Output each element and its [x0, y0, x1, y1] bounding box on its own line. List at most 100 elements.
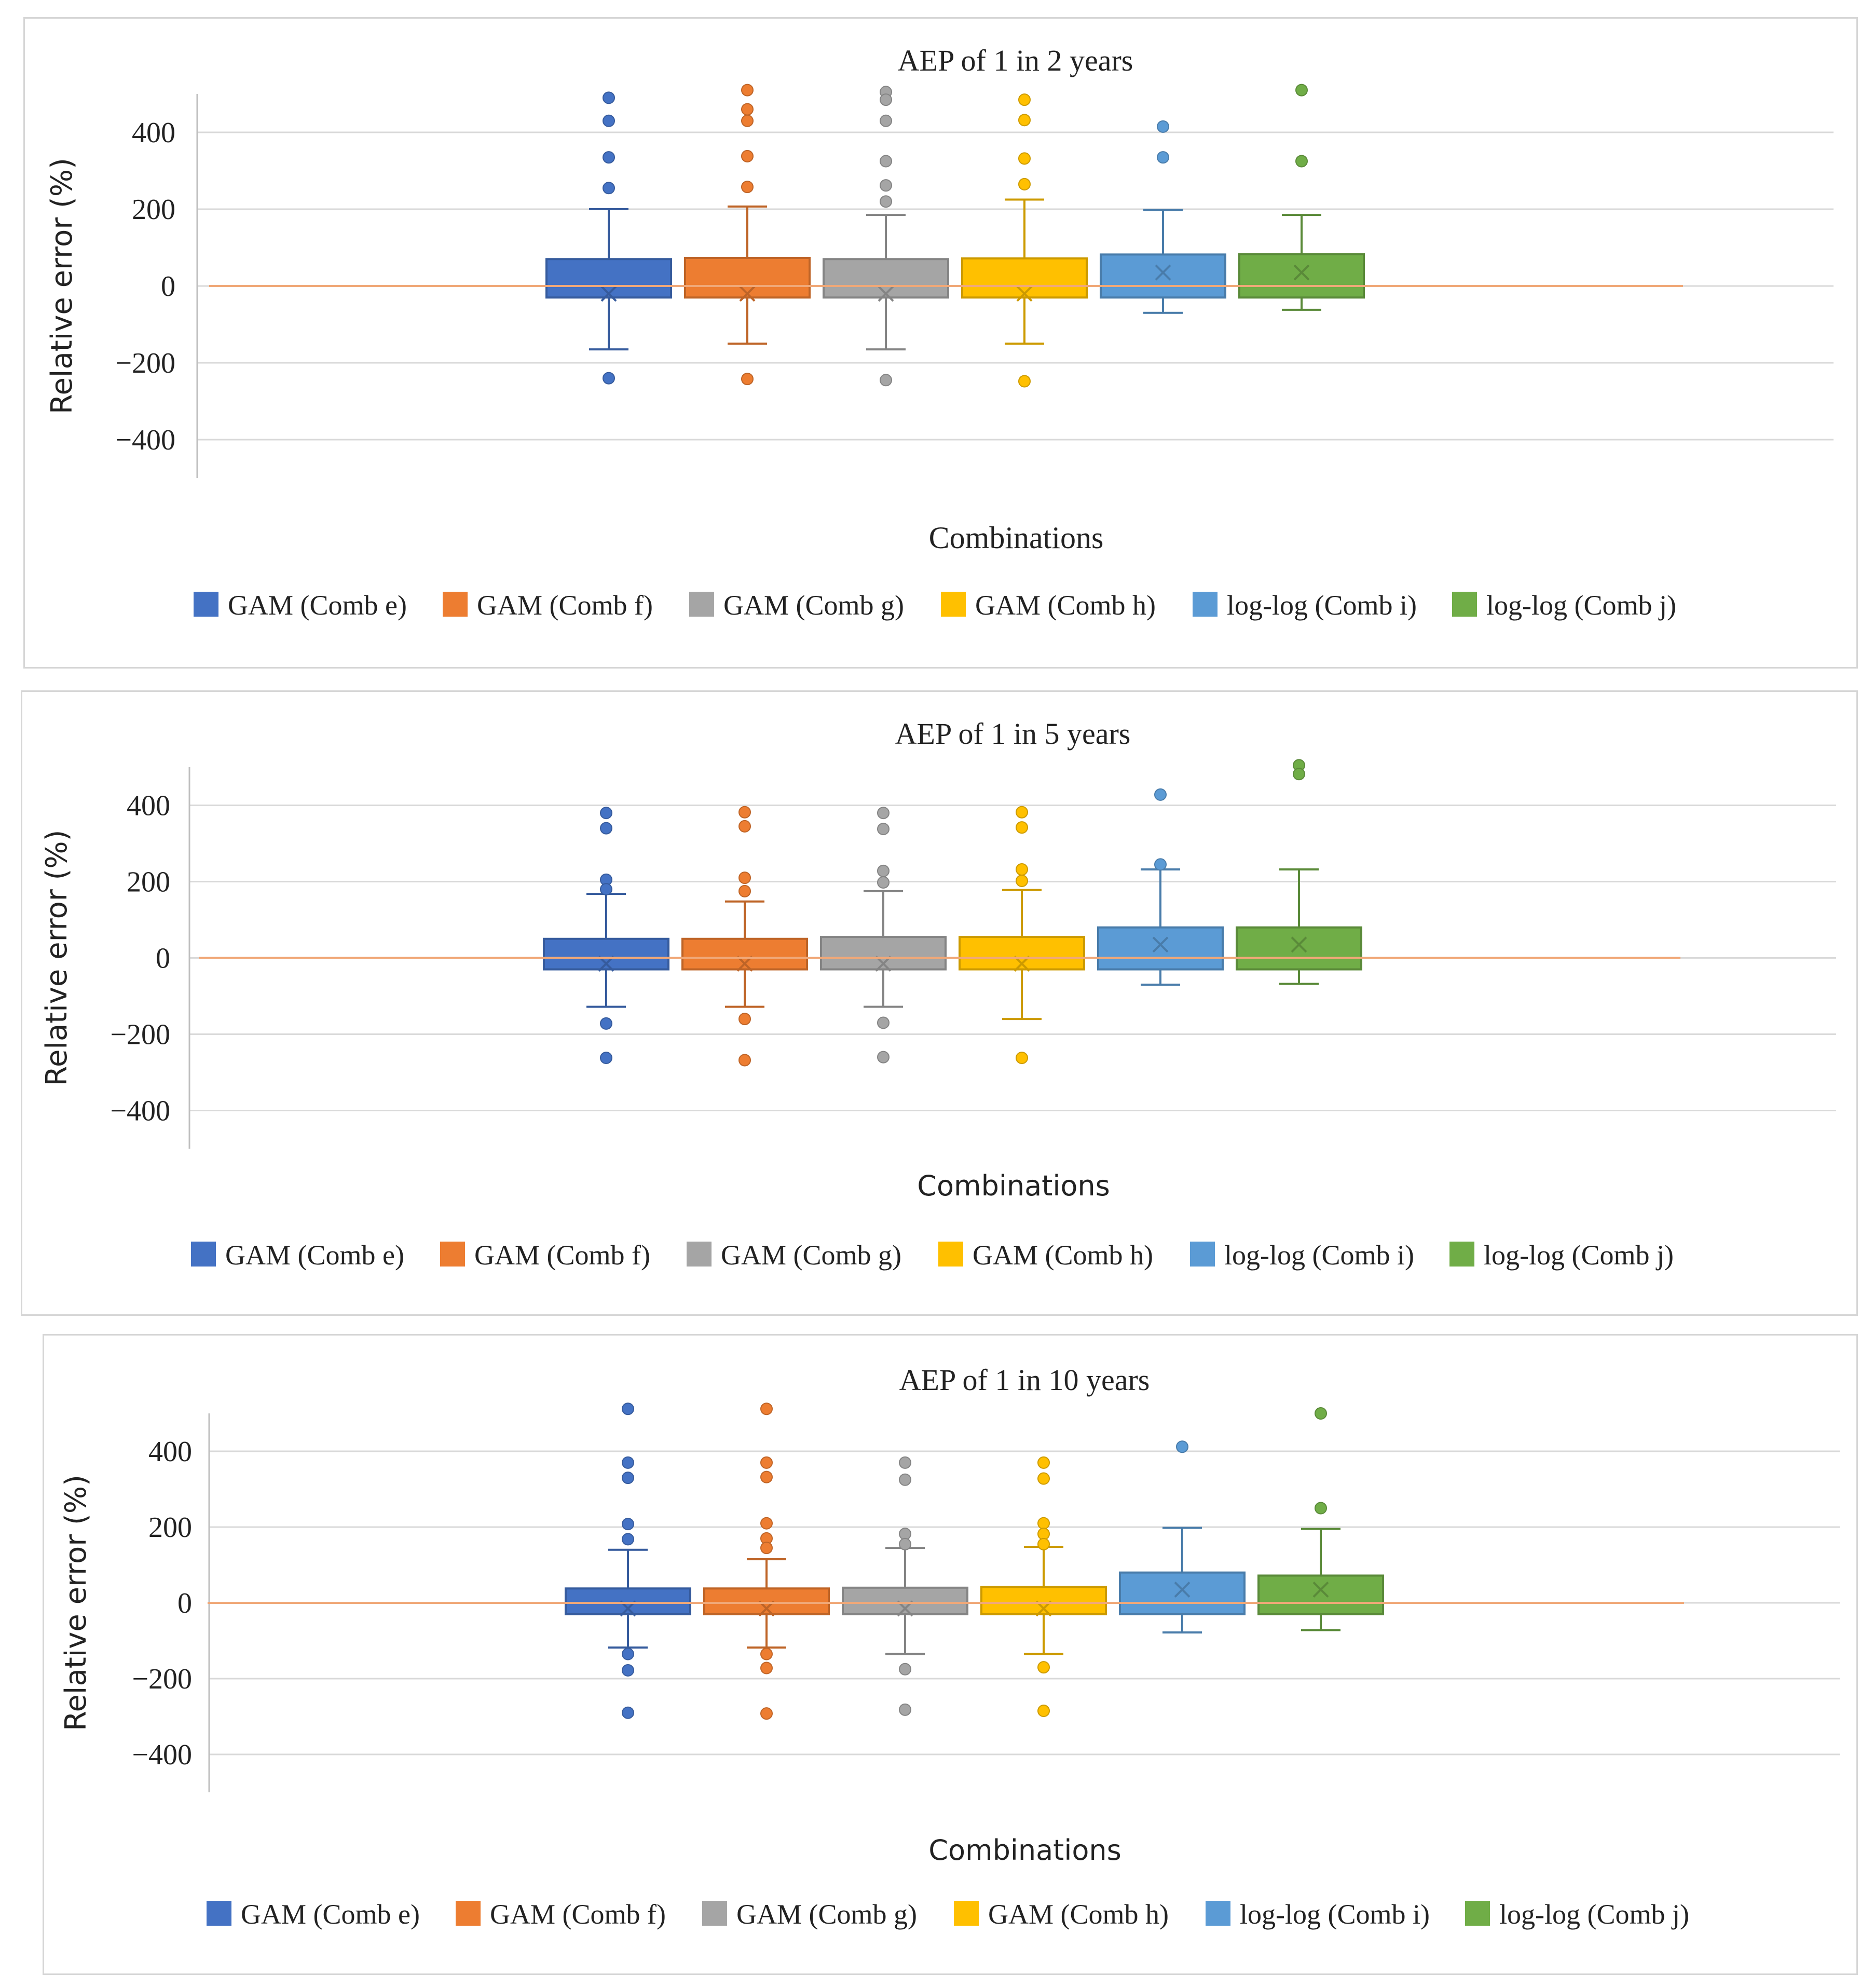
legend-swatch	[687, 1242, 712, 1267]
mean-marker	[1312, 1582, 1329, 1598]
box	[1238, 253, 1365, 299]
outlier-point	[600, 807, 612, 820]
chart-panel-2-years: AEP of 1 in 2 years 400 200 0 −200 −400 Relati…	[23, 17, 1858, 669]
legend-label: GAM (Comb f)	[490, 1899, 666, 1930]
box	[1100, 253, 1226, 299]
outlier-point	[622, 1403, 634, 1415]
outlier-point	[760, 1403, 773, 1415]
outlier-point	[1295, 84, 1308, 97]
outlier-point	[741, 373, 754, 386]
outlier-point	[603, 372, 615, 385]
outlier-point	[877, 823, 890, 836]
outlier-point	[1016, 806, 1028, 819]
outlier-point	[603, 91, 615, 104]
y-tick-label: 0	[177, 1587, 192, 1619]
outlier-point	[1016, 821, 1028, 834]
outlier-point	[1154, 858, 1167, 871]
outlier-point	[1295, 155, 1308, 168]
chart-5-years: AEP of 1 in 5 years 400 200 0 −200 −400 Relati…	[40, 717, 1836, 1271]
outlier-point	[899, 1663, 911, 1676]
outlier-point	[899, 1473, 911, 1486]
outlier-point	[1016, 863, 1028, 876]
outlier-point	[622, 1664, 634, 1677]
outlier-point	[622, 1533, 634, 1546]
outlier-point	[1157, 151, 1169, 164]
legend-swatch	[443, 592, 468, 617]
outlier-point	[600, 1017, 612, 1030]
legend-label: GAM (Comb f)	[477, 590, 653, 621]
outlier-point	[741, 149, 754, 162]
y-tick-label: 400	[148, 1436, 192, 1468]
chart-2-years: AEP of 1 in 2 years 400 200 0 −200 −400 Relati…	[45, 44, 1834, 621]
x-axis-label: Combinations	[929, 521, 1104, 555]
legend-swatch	[1190, 1242, 1215, 1267]
mean-marker	[1152, 936, 1169, 953]
outlier-point	[1037, 1661, 1050, 1674]
outlier-point	[738, 1054, 751, 1067]
chart-title: AEP of 1 in 10 years	[899, 1363, 1150, 1397]
mean-marker	[1174, 1582, 1191, 1598]
legend-swatch	[938, 1242, 963, 1267]
y-tick-label: 400	[127, 790, 170, 822]
box	[703, 1587, 830, 1615]
chart-panel-10-years: AEP of 1 in 10 years 400 200 0 −200 −400 Relat…	[43, 1334, 1858, 1975]
outlier-point	[738, 872, 751, 884]
outlier-point	[1018, 114, 1031, 127]
outlier-point	[1018, 152, 1031, 165]
legend-label: GAM (Comb h)	[988, 1899, 1169, 1930]
outlier-point	[760, 1662, 773, 1674]
mean-marker	[1291, 936, 1307, 953]
y-tick-label: 0	[161, 270, 175, 303]
outlier-point	[1176, 1440, 1188, 1453]
outlier-point	[1018, 375, 1031, 388]
outlier-point	[738, 884, 751, 897]
box	[1236, 926, 1362, 971]
outlier-point	[603, 114, 615, 127]
outlier-point	[877, 864, 890, 877]
box	[823, 258, 949, 299]
outlier-point	[880, 195, 892, 208]
outlier-point	[760, 1647, 773, 1660]
y-axis-label: Relative error (%)	[40, 830, 74, 1086]
legend-label: GAM (Comb f)	[474, 1240, 650, 1271]
y-axis-label: Relative error (%)	[59, 1475, 93, 1731]
box	[1119, 1571, 1246, 1615]
box	[961, 257, 1088, 299]
legend-swatch	[194, 592, 218, 617]
legend-swatch	[207, 1901, 231, 1926]
outlier-point	[1018, 178, 1031, 190]
legend-label: GAM (Comb g)	[723, 590, 904, 621]
y-tick-label: −200	[115, 347, 175, 379]
legend-swatch	[1465, 1901, 1490, 1926]
x-axis-label: Combinations	[928, 1834, 1121, 1867]
outlier-point	[738, 820, 751, 833]
outlier-point	[1018, 93, 1031, 106]
legend-label: GAM (Comb e)	[228, 590, 407, 621]
outlier-point	[1154, 788, 1167, 801]
legend-swatch	[954, 1901, 979, 1926]
y-tick-label: 0	[156, 943, 170, 975]
outlier-point	[1315, 1502, 1327, 1515]
outlier-point	[1037, 1517, 1050, 1530]
outlier-point	[741, 181, 754, 194]
legend-label: GAM (Comb h)	[973, 1240, 1153, 1271]
y-tick-label: −400	[115, 424, 175, 456]
legend-swatch	[1193, 592, 1218, 617]
box	[545, 258, 672, 299]
chart-10-years: AEP of 1 in 10 years 400 200 0 −200 −400 Relat…	[59, 1363, 1840, 1930]
outlier-point	[1037, 1537, 1050, 1550]
legend-label: log-log (Comb j)	[1484, 1240, 1674, 1271]
outlier-point	[880, 114, 892, 127]
box	[684, 256, 811, 299]
outlier-point	[622, 1456, 634, 1469]
outlier-point	[760, 1456, 773, 1469]
legend-label: log-log (Comb i)	[1227, 590, 1417, 621]
outlier-point	[622, 1472, 634, 1485]
legend-label: log-log (Comb j)	[1499, 1899, 1689, 1930]
outlier-point	[877, 1016, 890, 1029]
outlier-point	[899, 1703, 911, 1716]
chart-title: AEP of 1 in 2 years	[898, 44, 1133, 77]
outlier-point	[877, 1051, 890, 1064]
legend-label: log-log (Comb i)	[1240, 1899, 1430, 1930]
legend-swatch	[689, 592, 714, 617]
